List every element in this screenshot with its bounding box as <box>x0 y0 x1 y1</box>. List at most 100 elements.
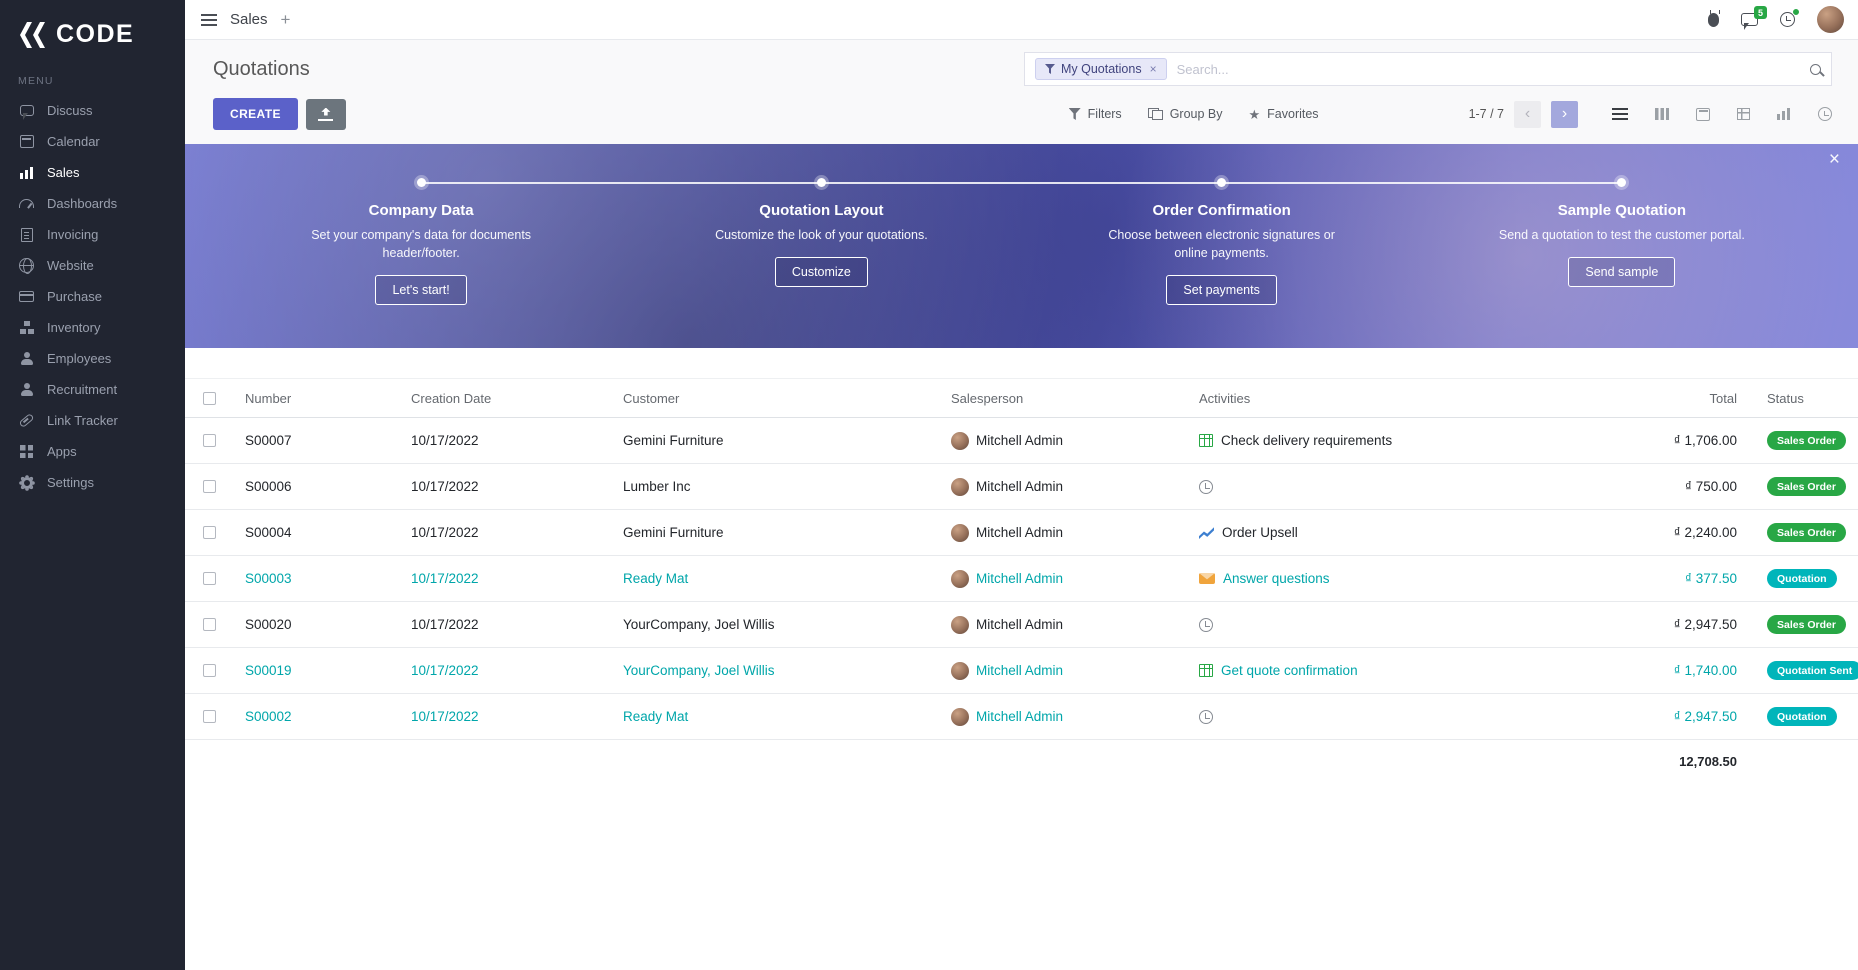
kanban-view-button[interactable] <box>1655 108 1669 120</box>
pivot-view-button[interactable] <box>1737 108 1750 120</box>
column-header-activities[interactable]: Activities <box>1199 390 1251 406</box>
row-checkbox[interactable] <box>202 526 216 539</box>
sidebar-item-invoicing[interactable]: Invoicing <box>0 219 185 250</box>
sidebar-item-discuss[interactable]: Discuss <box>0 95 185 126</box>
table-row[interactable]: S00002 10/17/2022 Ready Mat Mitchell Adm… <box>185 694 1858 740</box>
favorites-button[interactable]: ★ Favorites <box>1248 106 1319 122</box>
step-dot <box>1617 178 1627 187</box>
spreadsheet-activity-icon[interactable] <box>1199 434 1213 447</box>
view-switcher <box>1612 107 1832 121</box>
step-dot <box>816 178 826 187</box>
sidebar-item-employees[interactable]: Employees <box>0 343 185 374</box>
activities-clock-icon[interactable] <box>1780 8 1800 27</box>
step-description: Set your company's data for documents he… <box>311 228 532 261</box>
graph-icon <box>1777 108 1791 120</box>
row-checkbox[interactable] <box>202 618 216 631</box>
envelope-activity-icon[interactable] <box>1199 573 1215 584</box>
export-button[interactable] <box>305 98 346 130</box>
cell-customer: Ready Mat <box>623 709 689 724</box>
row-checkbox[interactable] <box>202 480 216 493</box>
salesperson-avatar <box>951 707 969 726</box>
create-button[interactable]: CREATE <box>213 98 298 130</box>
step-dot <box>1217 178 1227 187</box>
list-view-button[interactable] <box>1612 108 1628 120</box>
sidebar-nav: Discuss Calendar Sales Dashboards Invoic… <box>0 95 185 498</box>
new-tab-plus-icon[interactable]: + <box>280 10 291 29</box>
clock-activity-icon[interactable] <box>1199 479 1213 494</box>
settings-icon <box>18 476 35 489</box>
sidebar-item-dashboards[interactable]: Dashboards <box>0 188 185 219</box>
facet-remove-icon[interactable]: × <box>1149 62 1157 76</box>
calendar-view-button[interactable] <box>1696 107 1710 121</box>
column-header-customer[interactable]: Customer <box>623 390 680 406</box>
step-description: Customize the look of your quotations. <box>715 228 928 242</box>
sidebar-item-purchase[interactable]: Purchase <box>0 281 185 312</box>
row-checkbox[interactable] <box>202 710 216 723</box>
sidebar-item-inventory[interactable]: Inventory <box>0 312 185 343</box>
app-logo[interactable]: CODE <box>0 0 185 65</box>
spreadsheet-activity-icon[interactable] <box>1199 664 1213 677</box>
table-row[interactable]: S00003 10/17/2022 Ready Mat Mitchell Adm… <box>185 556 1858 602</box>
messages-icon[interactable]: 5 <box>1741 6 1767 30</box>
banner-close-icon[interactable]: × <box>1828 149 1840 170</box>
table-row[interactable]: S00019 10/17/2022 YourCompany, Joel Will… <box>185 648 1858 694</box>
table-row[interactable]: S00004 10/17/2022 Gemini Furniture Mitch… <box>185 510 1858 556</box>
column-header-total[interactable]: Total <box>1709 390 1737 406</box>
sidebar-item-recruitment[interactable]: Recruitment <box>0 374 185 405</box>
group-by-button[interactable]: Group By <box>1147 107 1223 121</box>
linechart-activity-icon[interactable] <box>1199 527 1214 539</box>
activity-view-button[interactable] <box>1818 107 1832 121</box>
sidebar-item-settings[interactable]: Settings <box>0 467 185 498</box>
search-facet[interactable]: My Quotations × <box>1035 58 1167 80</box>
systray: 5 <box>1708 6 1844 33</box>
customize-button[interactable]: Customize <box>774 257 868 288</box>
sidebar-item-label: Inventory <box>47 320 101 335</box>
cell-number: S00019 <box>245 663 292 678</box>
cell-customer: Lumber Inc <box>623 479 691 494</box>
column-header-creation-date[interactable]: Creation Date <box>411 390 492 406</box>
graph-view-button[interactable] <box>1777 108 1791 120</box>
cell-customer: YourCompany, Joel Willis <box>623 617 775 632</box>
clock-activity-icon[interactable] <box>1199 617 1213 632</box>
row-checkbox[interactable] <box>202 664 216 677</box>
table-row[interactable]: S00020 10/17/2022 YourCompany, Joel Will… <box>185 602 1858 648</box>
cell-total: ₫ 377.50 <box>1685 571 1737 586</box>
sidebar: CODE MENU Discuss Calendar Sales Dashboa… <box>0 0 185 970</box>
column-header-status[interactable]: Status <box>1767 390 1804 406</box>
column-header-number[interactable]: Number <box>245 390 292 406</box>
pager-next-button[interactable]: › <box>1551 100 1578 128</box>
send-sample-button[interactable]: Send sample <box>1568 257 1676 288</box>
step-quotation-layout: Quotation Layout Customize the look of y… <box>621 178 1021 305</box>
sidebar-item-sales[interactable]: Sales <box>0 157 185 188</box>
hamburger-menu-icon[interactable] <box>201 13 217 26</box>
step-title: Sample Quotation <box>1557 202 1687 219</box>
sidebar-item-link-tracker[interactable]: Link Tracker <box>0 405 185 436</box>
lets-start-button[interactable]: Let's start! <box>375 275 467 306</box>
current-app-label[interactable]: Sales <box>230 11 268 28</box>
cell-creation-date: 10/17/2022 <box>411 663 479 678</box>
sidebar-item-calendar[interactable]: Calendar <box>0 126 185 157</box>
table-row[interactable]: S00006 10/17/2022 Lumber Inc Mitchell Ad… <box>185 464 1858 510</box>
pager-previous-button[interactable]: ‹ <box>1514 100 1541 128</box>
sales-icon <box>18 166 35 179</box>
table-row[interactable]: S00007 10/17/2022 Gemini Furniture Mitch… <box>185 418 1858 464</box>
set-payments-button[interactable]: Set payments <box>1166 275 1277 306</box>
row-checkbox[interactable] <box>202 434 216 447</box>
select-all-checkbox[interactable] <box>202 391 216 405</box>
topbar: Sales + 5 <box>185 0 1858 40</box>
user-avatar[interactable] <box>1817 6 1844 33</box>
column-header-salesperson[interactable]: Salesperson <box>951 390 1024 406</box>
row-checkbox[interactable] <box>202 572 216 585</box>
debug-bug-icon[interactable] <box>1708 9 1720 27</box>
clock-activity-icon[interactable] <box>1199 709 1213 724</box>
search-icon[interactable] <box>1810 63 1821 75</box>
search-input[interactable] <box>1166 61 1810 77</box>
filters-button[interactable]: Filters <box>1068 107 1122 121</box>
upload-icon <box>318 108 334 121</box>
sidebar-item-apps[interactable]: Apps <box>0 436 185 467</box>
sidebar-item-website[interactable]: Website <box>0 250 185 281</box>
sidebar-item-label: Sales <box>47 165 80 180</box>
step-title: Order Confirmation <box>1152 202 1291 219</box>
salesperson-avatar <box>951 477 969 496</box>
